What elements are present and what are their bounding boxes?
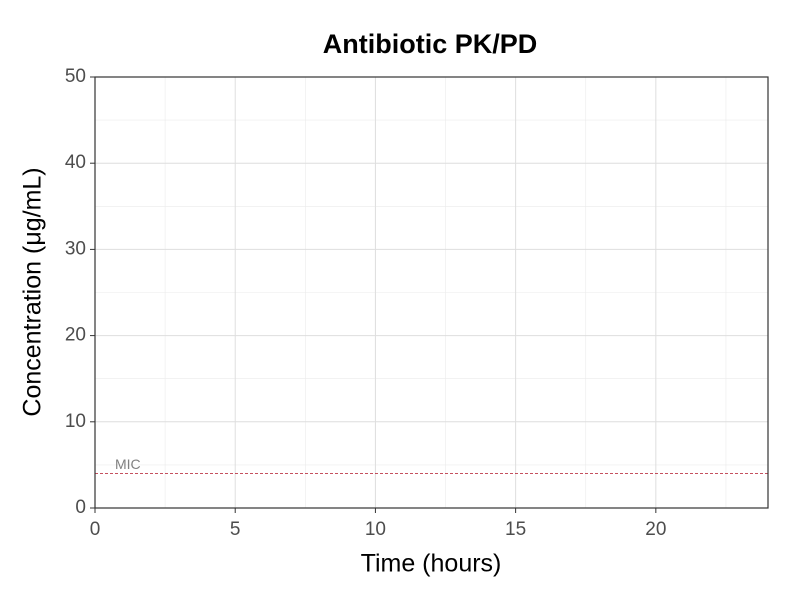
y-tick-label: 20 bbox=[65, 325, 86, 346]
y-tick-label: 30 bbox=[65, 238, 86, 259]
x-tick-label: 0 bbox=[90, 519, 101, 540]
y-tick-label: 0 bbox=[75, 497, 86, 518]
reference-label: MIC bbox=[115, 456, 141, 472]
chart-title: Antibiotic PK/PD bbox=[323, 29, 538, 59]
x-tick-label: 20 bbox=[645, 519, 666, 540]
x-tick-label: 15 bbox=[505, 519, 526, 540]
y-axis-label: Concentration (μg/mL) bbox=[19, 167, 47, 416]
x-tick-label: 5 bbox=[230, 519, 241, 540]
y-tick-label: 50 bbox=[65, 66, 86, 87]
x-tick-label: 10 bbox=[365, 519, 386, 540]
plot-border bbox=[94, 76, 769, 509]
y-tick-label: 40 bbox=[65, 152, 86, 173]
y-tick-label: 10 bbox=[65, 411, 86, 432]
x-axis-label: Time (hours) bbox=[361, 550, 502, 578]
